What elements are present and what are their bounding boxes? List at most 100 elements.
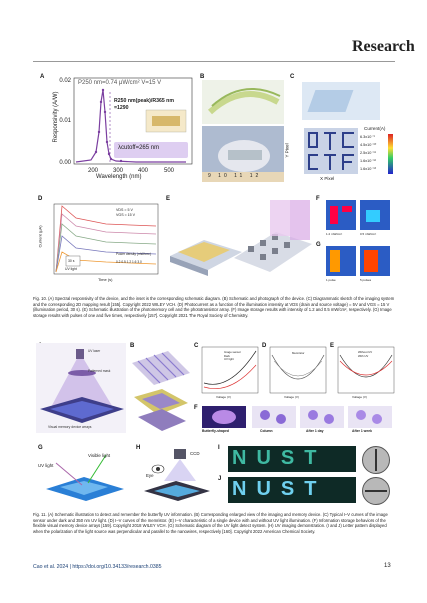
fig11-panel-h: H CCD Eye xyxy=(134,445,214,503)
fig11-caption: Fig. 11. (A) Schematic illustration to d… xyxy=(33,512,388,534)
memristor-chart xyxy=(269,346,327,394)
page-number: 13 xyxy=(384,563,391,569)
uv-light-label: UV light xyxy=(65,267,77,271)
fig10-panel-d: D VDS = 5 V VGS = 15 V UV light 30 s Pow… xyxy=(36,196,162,286)
storage-map xyxy=(360,246,390,276)
panel-label: F xyxy=(194,405,198,411)
fig10-panel-a: A 0.02 0.01 0.00 200 300 400 500 P250 nm… xyxy=(36,72,196,184)
panel-label: F xyxy=(316,196,320,202)
x-axis-label: X Pixel xyxy=(320,176,335,181)
pattern-text: NUST xyxy=(232,478,327,500)
y-axis-label: Responsivity (A/W) xyxy=(53,91,59,143)
legend-value: 1.6x10⁻¹² xyxy=(360,159,376,163)
pattern-text: NUST xyxy=(232,447,327,469)
legend-value: 0.2 xyxy=(116,260,121,264)
x-tick: 500 xyxy=(164,168,175,174)
annotation-cutoff: λcutoff=265 nm xyxy=(118,145,160,151)
fig10-panel-b: B 9 10 11 12 xyxy=(198,72,286,184)
panel-label: H xyxy=(136,445,141,451)
annotation-top: P250 nm=0.74 μW/cm² V=15 V xyxy=(78,80,162,86)
panel-label: C xyxy=(290,74,295,80)
image-label: Butterfly-shaped xyxy=(202,429,229,433)
image-label: Column xyxy=(260,429,273,433)
legend-item: Without UV xyxy=(358,350,373,354)
visible-light-label: Visible light xyxy=(88,453,111,458)
bias-conditions: VDS = 5 V VGS = 15 V xyxy=(116,208,136,217)
annotation-ratio: R250 nm(peak)/R365 nm xyxy=(114,98,174,104)
citation-link[interactable]: Cao et al. 2024 | https://doi.org/10.341… xyxy=(33,564,162,570)
uv-imaging-setup xyxy=(144,449,210,501)
fig10-panel-e: E xyxy=(164,196,314,286)
fig11-panel-b: B xyxy=(128,343,192,433)
y-tick: 0.02 xyxy=(59,78,71,84)
device-photo xyxy=(202,80,284,182)
eye-label: Eye xyxy=(146,473,154,478)
legend: Without UV With UV xyxy=(358,350,373,358)
header-rule xyxy=(33,61,395,62)
storage-image xyxy=(300,406,344,428)
image-label: After 1 week xyxy=(352,429,372,433)
legend-value: 1.6x10⁻¹³ xyxy=(360,167,376,171)
map-label: 0.5 mW/cm² xyxy=(360,232,377,236)
y-axis-label: Y Pixel xyxy=(284,143,290,158)
fig10-panel-f: F 1.2 mW/cm² 0.5 mW/cm² xyxy=(316,196,396,240)
panel-label: D xyxy=(262,343,267,349)
legend-value: 1.2 xyxy=(126,260,132,264)
detection-schematic xyxy=(36,343,126,433)
legend-title: Power density (mW/cm²) xyxy=(116,252,151,256)
panel-label: C xyxy=(194,343,199,349)
fig10-panel-g: G 1 pulse 5 pulses xyxy=(316,242,396,286)
x-tick: 300 xyxy=(113,168,124,174)
panel-label: G xyxy=(316,242,321,248)
butterfly-image xyxy=(202,406,246,428)
panel-label: E xyxy=(330,343,335,349)
x-tick: 200 xyxy=(88,168,99,174)
panel-label: D xyxy=(38,196,43,202)
storage-map xyxy=(326,200,356,230)
pattern-display xyxy=(228,446,356,472)
legend-item: UV light xyxy=(224,357,234,362)
imaging-map xyxy=(302,82,393,174)
fig10-panel-c: C Current(A) 6.3x10⁻⁹ 4.5x10⁻¹⁰ 2.5x10⁻¹… xyxy=(284,72,396,184)
panel-label: G xyxy=(38,445,43,451)
polarizer-icon xyxy=(362,446,390,474)
array-schematic xyxy=(170,200,312,276)
fig11-panel-c: C Image sensor Dark UV light Voltage (V) xyxy=(194,343,260,403)
fig11-panel-e: E Without UV With UV Voltage (V) xyxy=(330,343,396,403)
y-tick: 0.01 xyxy=(59,118,71,124)
legend-value: 6.3x10⁻⁹ xyxy=(360,135,376,139)
fig11-panel-d: D Memristor Voltage (V) xyxy=(262,343,328,403)
polarizer-icon xyxy=(362,477,390,505)
x-axis-label: Voltage (V) xyxy=(284,395,299,399)
legend: 0.2 0.5 1.2 1.6 3.0 xyxy=(116,260,142,264)
legend: Memristor xyxy=(292,351,305,355)
x-axis-label: Voltage (V) xyxy=(216,395,231,399)
fig11-panel-i: I NUST xyxy=(218,445,396,474)
pattern-display xyxy=(228,477,356,503)
fig11-panel-a: A UV laser Patterned mask Visual memory … xyxy=(36,343,126,433)
legend-value: 0.5 xyxy=(121,260,126,264)
panel-label: I xyxy=(218,445,220,451)
map-label: 1.2 mW/cm² xyxy=(326,232,343,236)
y-tick: 0.00 xyxy=(59,160,71,166)
map-label: 5 pulses xyxy=(360,278,372,282)
legend-value: 3.0 xyxy=(137,260,142,264)
storage-image xyxy=(348,406,392,428)
iv-curve-chart xyxy=(201,346,259,394)
storage-image xyxy=(252,406,296,428)
legend-item: Image sensor xyxy=(224,350,241,354)
fig11-panel-g: G UV light Visible light xyxy=(36,445,132,503)
panel-label: A xyxy=(40,74,45,80)
legend-value: 4.5x10⁻¹⁰ xyxy=(360,143,377,147)
panel-label: B xyxy=(130,343,135,349)
storage-map xyxy=(326,246,356,276)
image-label: After 1 day xyxy=(306,429,324,433)
responsivity-chart: 0.02 0.01 0.00 200 300 400 500 xyxy=(59,77,193,174)
x-axis-label: Time (s) xyxy=(98,277,113,282)
journal-name: Research xyxy=(352,38,415,55)
legend-item: With UV xyxy=(358,353,369,358)
panel-label: J xyxy=(218,476,222,482)
mask-label: Patterned mask xyxy=(88,369,111,373)
uv-laser-label: UV laser xyxy=(88,349,101,353)
legend-values: 6.3x10⁻⁹ 4.5x10⁻¹⁰ 2.5x10⁻¹¹ 1.6x10⁻¹² 1… xyxy=(360,133,376,173)
